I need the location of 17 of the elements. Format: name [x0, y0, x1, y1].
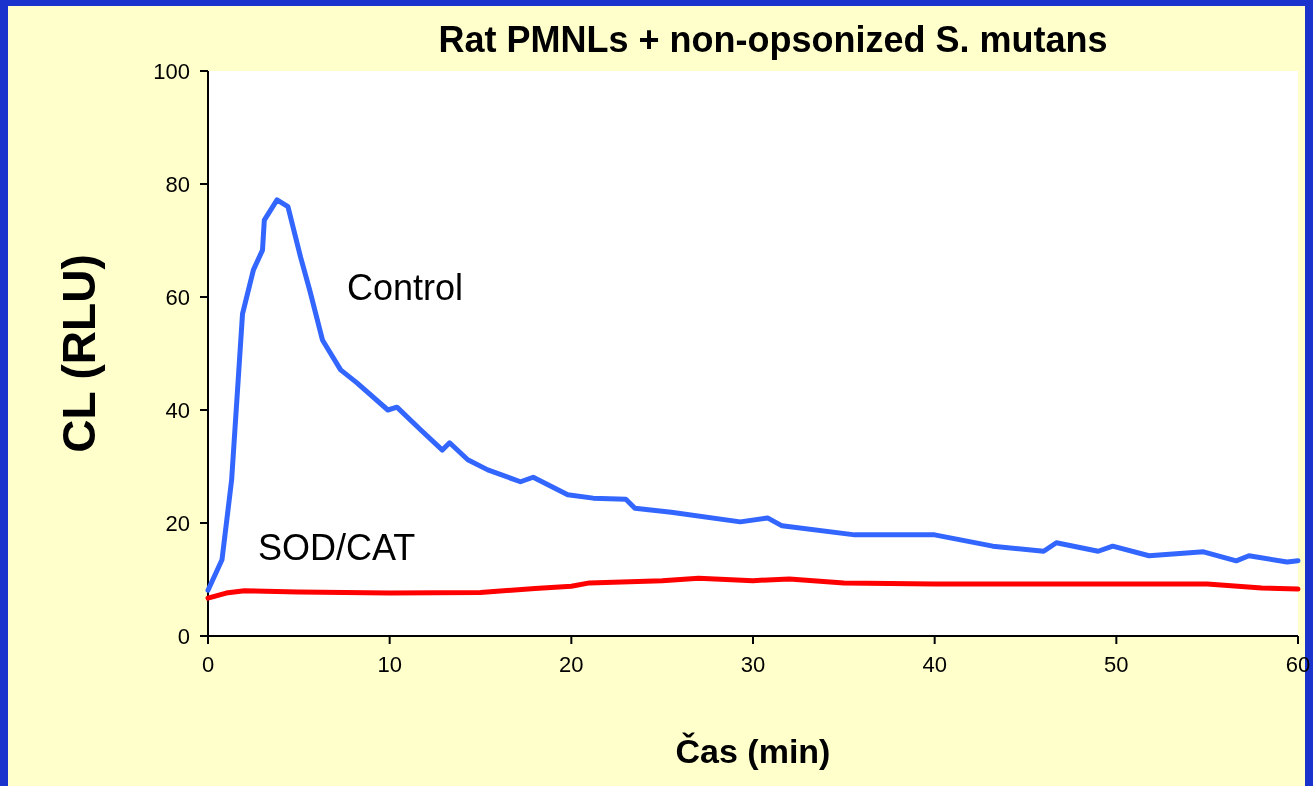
y-tick-label: 20	[165, 510, 190, 536]
x-tick-label: 30	[740, 652, 766, 677]
x-tick-label: 10	[377, 652, 402, 677]
y-tick-label: 0	[177, 623, 190, 649]
y-tick-label: 100	[153, 58, 190, 84]
x-tick-label: 20	[559, 652, 584, 677]
series-label: Control	[347, 266, 464, 308]
y-tick-label: 40	[165, 397, 190, 423]
x-axis-title: Čas (min)	[675, 732, 831, 770]
x-tick-label: 0	[201, 652, 215, 677]
x-tick-label: 40	[922, 652, 947, 677]
y-tick-label: 80	[165, 171, 190, 197]
y-axis-title: CL (RLU)	[53, 254, 105, 453]
x-tick-label: 50	[1104, 652, 1129, 677]
series-label: SOD/CAT	[258, 527, 416, 569]
y-tick-label: 60	[165, 284, 190, 310]
chart-title: Rat PMNLs + non-opsonized S. mutans	[438, 19, 1108, 60]
